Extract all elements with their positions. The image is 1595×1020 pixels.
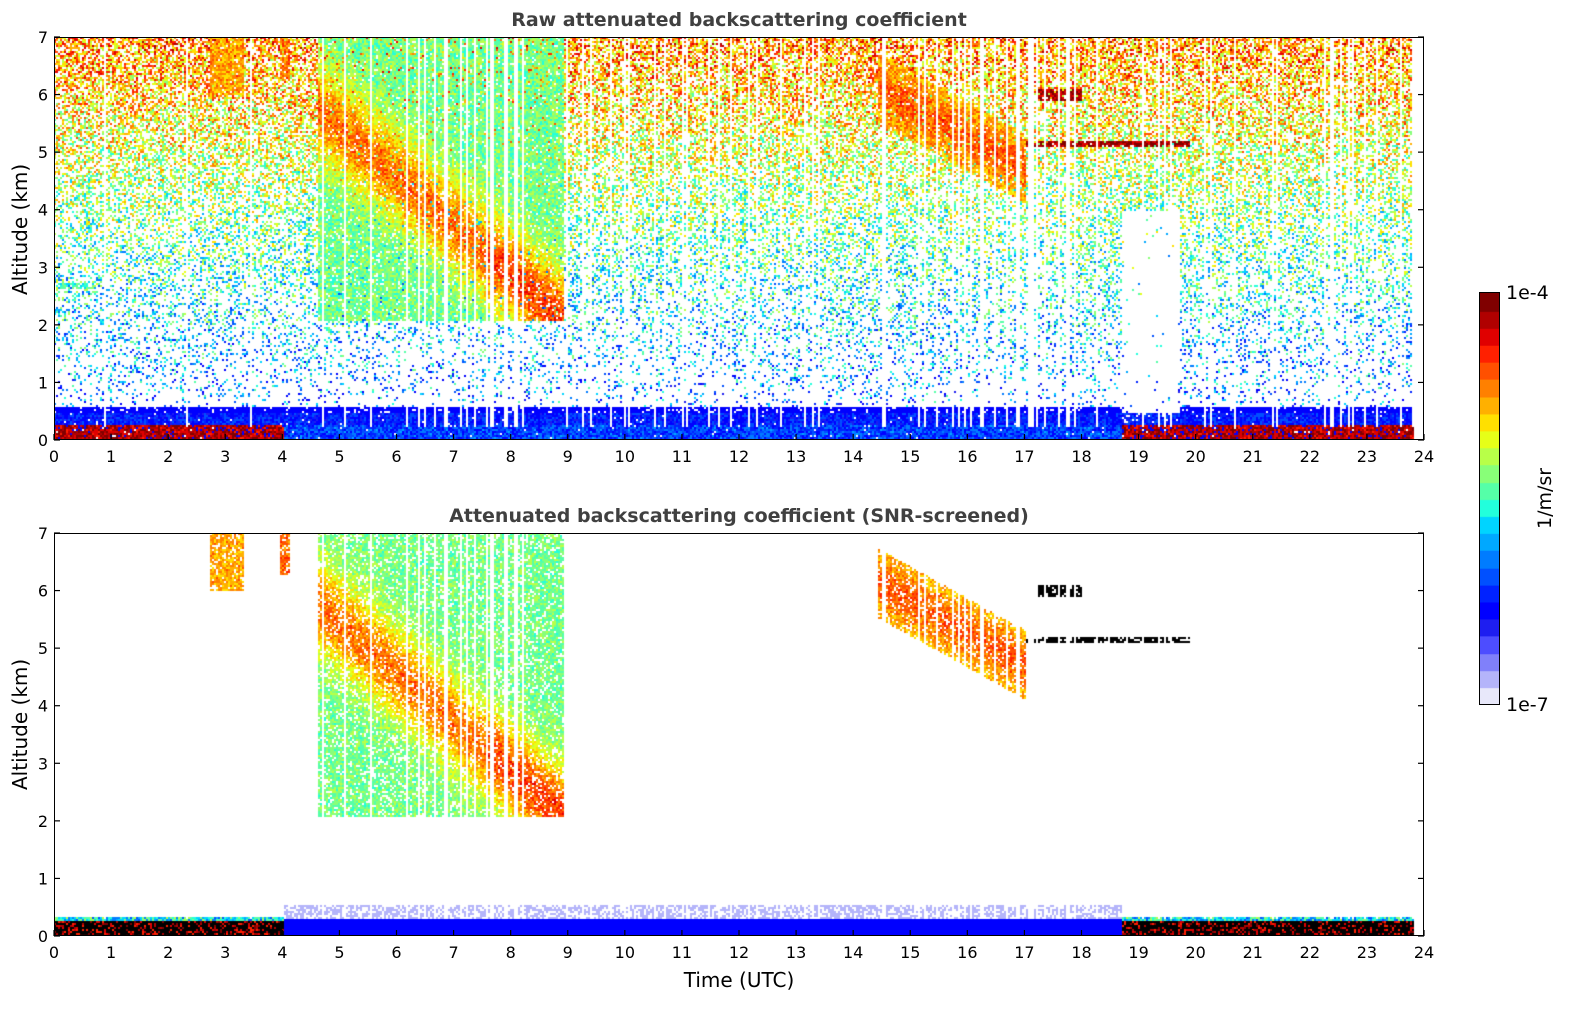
x-tick-label: 10 — [615, 943, 635, 962]
bottom-panel-title: Attenuated backscattering coefficient (S… — [449, 505, 1029, 527]
x-tick-label: 1 — [106, 943, 116, 962]
x-tick-label: 22 — [1300, 943, 1320, 962]
x-tick-label: 15 — [900, 447, 920, 466]
x-tick-label: 6 — [391, 447, 401, 466]
x-tick-label: 17 — [1014, 447, 1034, 466]
x-tick-label: 12 — [729, 447, 749, 466]
y-tick-label: 7 — [38, 524, 48, 543]
x-tick-label: 16 — [957, 447, 977, 466]
y-tick-label: 6 — [38, 582, 48, 601]
x-tick-label: 8 — [506, 943, 516, 962]
x-tick-label: 13 — [786, 943, 806, 962]
x-tick-label: 11 — [672, 447, 692, 466]
x-tick-label: 5 — [334, 943, 344, 962]
y-tick-label: 3 — [38, 754, 48, 773]
x-tick-label: 12 — [729, 943, 749, 962]
colorbar — [1479, 292, 1500, 705]
x-tick-label: 19 — [1128, 943, 1148, 962]
bottom-y-axis-label: Altitude (km) — [8, 658, 32, 790]
y-tick-label: 3 — [38, 258, 48, 277]
x-tick-label: 4 — [277, 447, 287, 466]
x-tick-label: 5 — [334, 447, 344, 466]
y-tick-label: 5 — [38, 143, 48, 162]
x-tick-label: 6 — [391, 943, 401, 962]
x-tick-label: 7 — [448, 447, 458, 466]
x-tick-label: 10 — [615, 447, 635, 466]
y-tick-label: 2 — [38, 316, 48, 335]
x-tick-label: 9 — [563, 447, 573, 466]
x-tick-label: 9 — [563, 943, 573, 962]
y-tick-label: 6 — [38, 86, 48, 105]
x-tick-label: 23 — [1357, 447, 1377, 466]
x-tick-label: 3 — [220, 943, 230, 962]
x-tick-label: 4 — [277, 943, 287, 962]
x-tick-label: 13 — [786, 447, 806, 466]
x-tick-label: 2 — [163, 943, 173, 962]
x-tick-label: 2 — [163, 447, 173, 466]
x-tick-label: 15 — [900, 943, 920, 962]
x-tick-label: 1 — [106, 447, 116, 466]
x-tick-label: 24 — [1414, 943, 1434, 962]
x-tick-label: 20 — [1185, 447, 1205, 466]
x-tick-label: 21 — [1243, 447, 1263, 466]
raw-backscatter-heatmap — [54, 37, 1424, 440]
x-tick-label: 24 — [1414, 447, 1434, 466]
x-tick-label: 7 — [448, 943, 458, 962]
y-tick-label: 1 — [38, 373, 48, 392]
top-panel-title: Raw attenuated backscattering coefficien… — [511, 9, 967, 31]
x-tick-label: 17 — [1014, 943, 1034, 962]
y-tick-label: 4 — [38, 697, 48, 716]
x-tick-label: 11 — [672, 943, 692, 962]
colorbar-min-label: 1e-7 — [1506, 694, 1549, 716]
x-tick-label: 14 — [843, 447, 863, 466]
y-tick-label: 5 — [38, 639, 48, 658]
x-tick-label: 16 — [957, 943, 977, 962]
top-y-axis-label: Altitude (km) — [8, 163, 32, 295]
y-tick-label: 2 — [38, 812, 48, 831]
x-tick-label: 22 — [1300, 447, 1320, 466]
x-axis-label: Time (UTC) — [683, 968, 795, 992]
x-tick-label: 8 — [506, 447, 516, 466]
x-tick-label: 18 — [1071, 447, 1091, 466]
y-tick-label: 4 — [38, 201, 48, 220]
colorbar-unit-label: 1/m/sr — [1534, 467, 1556, 529]
x-tick-label: 0 — [49, 447, 59, 466]
x-tick-label: 20 — [1185, 943, 1205, 962]
x-tick-label: 3 — [220, 447, 230, 466]
colorbar-max-label: 1e-4 — [1506, 282, 1549, 304]
x-tick-label: 23 — [1357, 943, 1377, 962]
y-tick-label: 1 — [38, 869, 48, 888]
x-tick-label: 0 — [49, 943, 59, 962]
x-tick-label: 19 — [1128, 447, 1148, 466]
x-tick-label: 14 — [843, 943, 863, 962]
y-tick-label: 0 — [38, 431, 48, 450]
snr-screened-heatmap — [54, 533, 1424, 936]
x-tick-label: 18 — [1071, 943, 1091, 962]
x-tick-label: 21 — [1243, 943, 1263, 962]
y-tick-label: 7 — [38, 28, 48, 47]
y-tick-label: 0 — [38, 927, 48, 946]
